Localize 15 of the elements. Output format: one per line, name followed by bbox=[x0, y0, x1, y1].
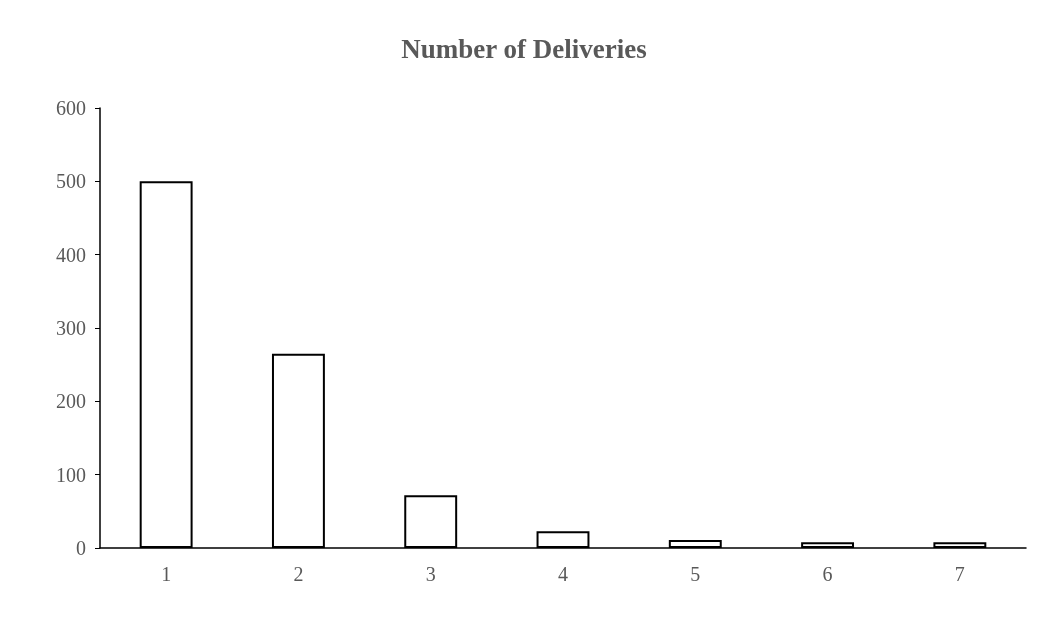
y-tick-label: 500 bbox=[56, 170, 86, 193]
x-tick-label: 6 bbox=[822, 563, 833, 585]
y-tick-label: 300 bbox=[56, 317, 86, 339]
x-tick-label: 5 bbox=[690, 563, 701, 585]
x-tick-label: 1 bbox=[161, 563, 172, 585]
y-tick-label: 200 bbox=[56, 390, 86, 413]
chart-title: Number of Deliveries bbox=[401, 33, 647, 64]
x-tick-label: 4 bbox=[558, 563, 568, 585]
x-tick-label: 7 bbox=[954, 563, 965, 585]
y-tick-label: 600 bbox=[56, 97, 86, 119]
y-tick-label: 100 bbox=[56, 463, 86, 486]
x-tick-label: 3 bbox=[425, 563, 436, 585]
x-tick-label: 2 bbox=[293, 563, 304, 585]
y-tick-label: 400 bbox=[56, 243, 86, 266]
y-tick-label: 0 bbox=[76, 537, 86, 559]
